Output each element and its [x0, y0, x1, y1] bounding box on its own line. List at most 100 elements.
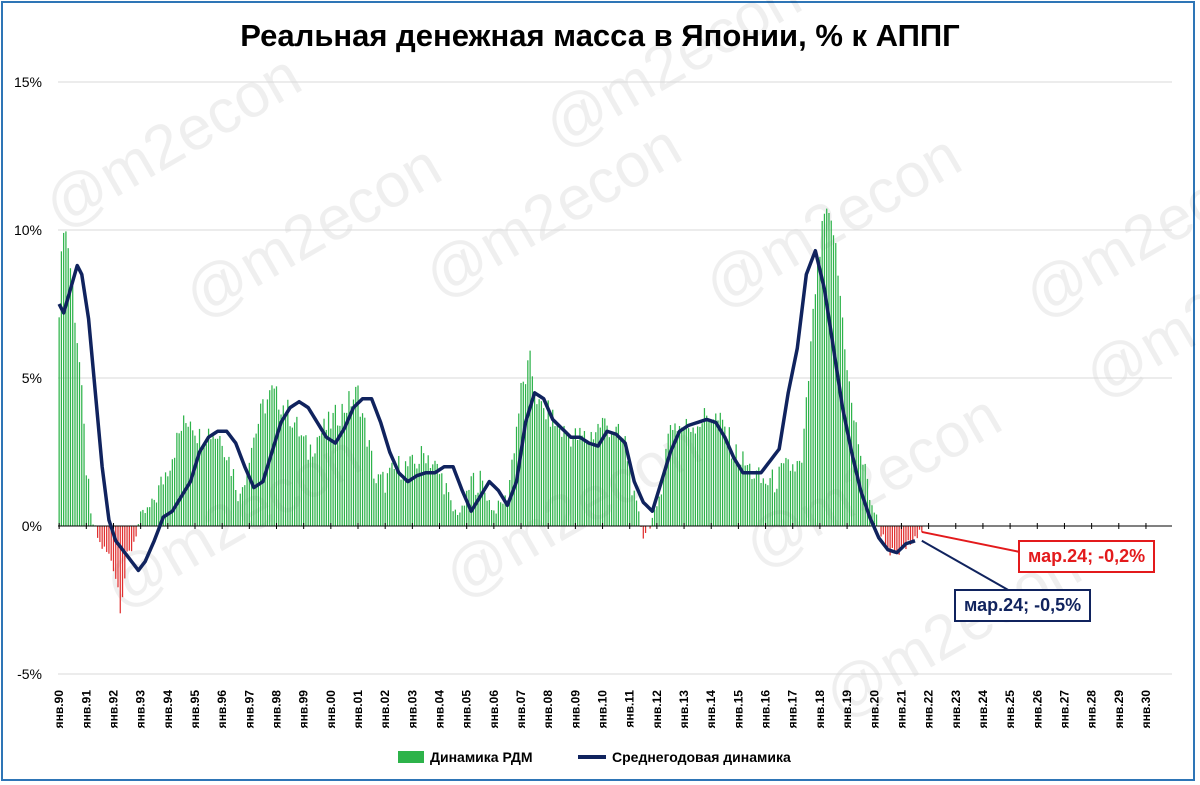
bar [488, 500, 490, 526]
bar [676, 431, 678, 526]
bar [398, 455, 400, 526]
bar [470, 476, 472, 526]
bar [903, 526, 905, 548]
bar [438, 474, 441, 526]
bar [305, 435, 307, 526]
bar [789, 470, 792, 526]
bar [690, 431, 692, 526]
bar [522, 381, 524, 526]
watermark-text: @m2econ [173, 131, 453, 333]
bar [558, 428, 561, 526]
bar [434, 460, 436, 526]
bar [746, 465, 749, 526]
bar [325, 429, 327, 526]
x-tick-label: янв.26 [1030, 690, 1044, 729]
bar [853, 420, 855, 526]
bar [733, 457, 735, 526]
bar [812, 308, 814, 526]
bar [719, 412, 721, 526]
bar [429, 467, 432, 526]
bar [579, 427, 581, 526]
x-tick-label: янв.08 [541, 690, 555, 729]
bar [615, 426, 617, 526]
bar [210, 439, 212, 526]
bar [226, 460, 228, 526]
bar [443, 494, 445, 526]
bar [339, 425, 341, 526]
x-tick-label: янв.18 [813, 690, 827, 729]
bar [907, 526, 909, 541]
bar [742, 451, 744, 526]
bar [586, 439, 588, 526]
bar [359, 416, 361, 526]
x-tick-label: янв.03 [405, 690, 419, 729]
x-tick-label: янв.19 [840, 690, 854, 729]
bar [866, 478, 869, 526]
bar [112, 526, 115, 572]
bar [250, 447, 253, 526]
legend-bar-label: Динамика РДМ [430, 749, 533, 765]
bar [726, 439, 728, 526]
bar [891, 526, 893, 548]
bar [651, 517, 653, 526]
bar [728, 427, 730, 526]
y-axis-ticks: 15% 10% 5% 0% -5% [14, 74, 42, 682]
bar [232, 469, 235, 526]
bar [721, 419, 724, 526]
x-tick-label: янв.12 [650, 690, 664, 729]
bar [613, 434, 615, 526]
bar [457, 514, 459, 526]
bar [334, 404, 336, 526]
bar [198, 428, 201, 526]
bar [787, 459, 789, 526]
bar [237, 501, 239, 526]
bar [850, 402, 853, 526]
bar [92, 524, 94, 526]
bar [563, 425, 565, 526]
bar [807, 380, 810, 526]
bar [133, 526, 135, 542]
bar [74, 322, 76, 526]
bar [257, 423, 260, 526]
bar [72, 285, 74, 526]
bar [176, 432, 178, 526]
bar [312, 456, 314, 526]
bar [583, 431, 586, 526]
bar [314, 453, 316, 526]
bar [481, 480, 484, 526]
bar [214, 438, 216, 526]
x-tick-label: янв.07 [514, 690, 528, 729]
bar [171, 459, 173, 526]
watermark-text: @m2econ [33, 41, 313, 243]
bar [717, 420, 719, 526]
bar [472, 472, 475, 526]
bar [697, 426, 699, 526]
bar [67, 248, 69, 526]
bar [821, 220, 823, 526]
bar [665, 448, 667, 526]
bar [135, 526, 137, 537]
bar [425, 463, 427, 526]
bar [146, 507, 149, 526]
bar [162, 484, 164, 526]
bar [255, 433, 257, 526]
bar [776, 488, 778, 526]
bar [400, 479, 402, 526]
bar [604, 418, 606, 526]
bar [760, 482, 762, 526]
bar [642, 526, 644, 539]
bar [459, 512, 461, 526]
bar [817, 258, 819, 526]
bar [423, 453, 425, 526]
bar [377, 474, 380, 526]
x-tick-label: янв.94 [161, 690, 175, 729]
bar [69, 268, 72, 526]
bar [99, 526, 101, 543]
bar [239, 493, 241, 526]
x-tick-label: янв.21 [894, 690, 908, 729]
bar [332, 412, 334, 526]
bar [352, 399, 355, 526]
bar [737, 466, 740, 526]
bar [343, 412, 346, 526]
legend: Динамика РДМ Среднегодовая динамика [0, 749, 1200, 769]
